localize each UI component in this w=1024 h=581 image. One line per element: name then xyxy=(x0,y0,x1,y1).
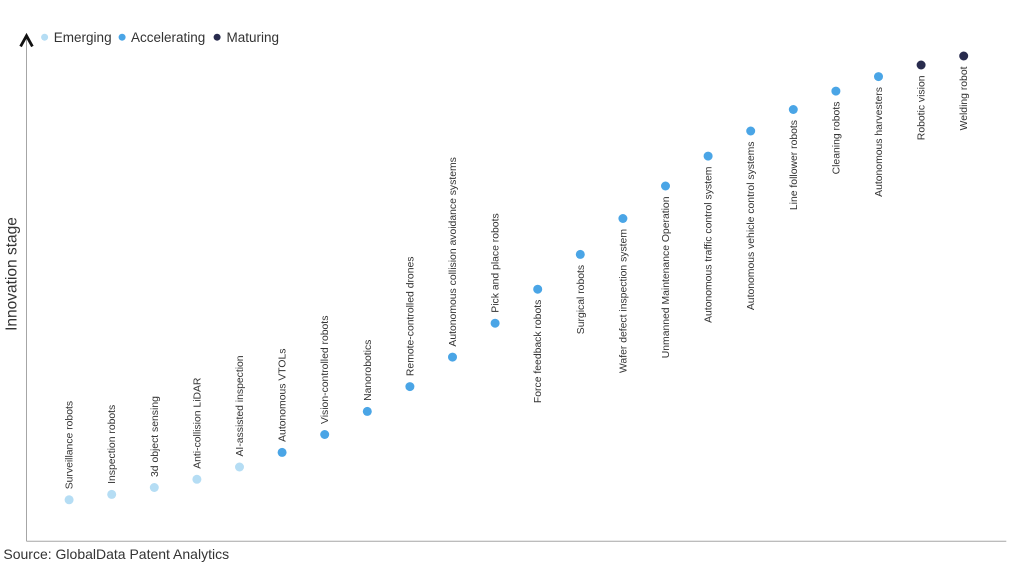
svg-text:Inspection robots: Inspection robots xyxy=(107,405,118,484)
svg-text:3d object sensing: 3d object sensing xyxy=(150,396,161,477)
svg-text:Wafer defect inspection system: Wafer defect inspection system xyxy=(618,229,629,373)
svg-text:Vision-controlled robots: Vision-controlled robots xyxy=(320,316,331,424)
svg-text:Line follower robots: Line follower robots xyxy=(789,120,800,210)
svg-text:Autonomous VTOLs: Autonomous VTOLs xyxy=(278,349,289,442)
svg-text:Unmanned Maintenance Operation: Unmanned Maintenance Operation xyxy=(661,196,672,358)
svg-text:Pick and place robots: Pick and place robots xyxy=(491,213,502,312)
svg-text:Autonomous collision avoidance: Autonomous collision avoidance systems xyxy=(448,157,459,346)
svg-text:Surgical robots: Surgical robots xyxy=(576,265,587,334)
svg-text:Robotic vision: Robotic vision xyxy=(917,75,928,140)
svg-text:Surveillance robots: Surveillance robots xyxy=(65,401,76,489)
svg-text:AI-assisted inspection: AI-assisted inspection xyxy=(235,355,246,456)
svg-text:Source: GlobalData Patent Anal: Source: GlobalData Patent Analytics xyxy=(3,546,229,562)
svg-text:Autonomous vehicle control sys: Autonomous vehicle control systems xyxy=(746,142,757,311)
svg-text:Remote-controlled drones: Remote-controlled drones xyxy=(405,257,416,377)
svg-text:Anti-collision LiDAR: Anti-collision LiDAR xyxy=(192,377,203,469)
svg-text:Welding robot: Welding robot xyxy=(959,66,970,130)
svg-text:Force feedback robots: Force feedback robots xyxy=(533,300,544,403)
svg-text:Innovation stage: Innovation stage xyxy=(3,217,20,331)
svg-text:Maturing: Maturing xyxy=(227,30,280,45)
svg-text:Autonomous harvesters: Autonomous harvesters xyxy=(874,87,885,197)
svg-text:Autonomous traffic control sys: Autonomous traffic control system xyxy=(704,167,715,323)
svg-text:Cleaning robots: Cleaning robots xyxy=(831,102,842,175)
svg-text:Accelerating: Accelerating xyxy=(131,30,205,45)
svg-text:Emerging: Emerging xyxy=(54,30,112,45)
svg-text:Nanorobotics: Nanorobotics xyxy=(363,340,374,401)
